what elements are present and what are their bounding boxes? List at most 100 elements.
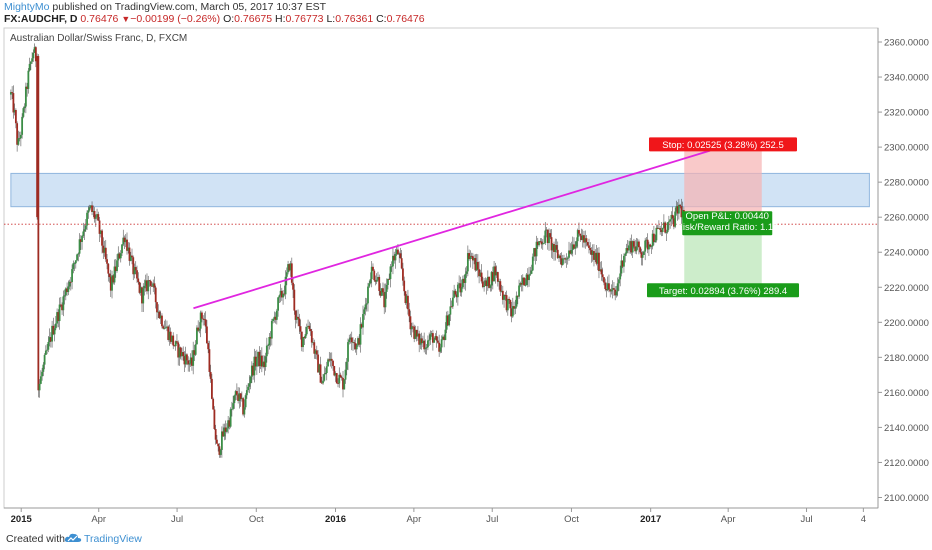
candle-body: [11, 92, 14, 94]
target-label: Target: 0.02894 (3.76%) 289.4: [647, 283, 800, 298]
chart-title: Australian Dollar/Swiss Franc, D, FXCM: [10, 33, 187, 44]
x-tick-label: 2015: [11, 514, 33, 525]
candle-body: [476, 261, 479, 270]
candle-body: [198, 328, 201, 331]
candle-body: [22, 108, 25, 117]
x-tick-label: Apr: [91, 514, 106, 525]
price-chart[interactable]: Stop: 0.02525 (3.28%) 252.5 Open P&L: 0.0…: [0, 26, 932, 528]
candle-body: [164, 327, 167, 329]
candle-body: [550, 237, 553, 251]
candle-body: [255, 358, 258, 367]
candle-body: [83, 229, 86, 232]
candle-body: [157, 311, 160, 313]
candle-body: [422, 340, 424, 344]
candle-body: [417, 333, 419, 337]
candle-body: [93, 210, 96, 219]
candle-body: [653, 233, 655, 243]
candle-body: [358, 338, 361, 345]
candle-body: [474, 258, 477, 271]
candle-body: [369, 279, 372, 284]
candle-body: [638, 241, 640, 248]
candle-body: [204, 319, 207, 327]
x-tick-label: 2016: [325, 514, 346, 525]
candle-body: [619, 273, 622, 280]
candle-body: [441, 336, 444, 340]
candle-body: [36, 56, 39, 218]
candle-body: [222, 431, 225, 437]
candle-body: [28, 63, 31, 71]
candle-body: [230, 408, 233, 410]
candle-body: [493, 266, 495, 282]
candle-body: [118, 253, 121, 259]
candle-body: [501, 290, 504, 300]
candle-body: [305, 327, 308, 335]
candle-body: [397, 249, 399, 255]
candle-body: [64, 288, 67, 296]
candle-body: [297, 316, 299, 319]
candle-body: [219, 449, 222, 455]
tradingview-brand-link[interactable]: TradingView: [84, 533, 142, 545]
candle-body: [372, 266, 374, 271]
candle-body: [42, 364, 45, 372]
candle-body: [147, 280, 150, 292]
candle-body: [196, 327, 198, 345]
candle-body: [153, 283, 156, 288]
candle-body: [458, 283, 461, 285]
y-tick-label: 2280.0000: [884, 178, 929, 189]
candle-body: [515, 295, 518, 307]
author-link[interactable]: MightyMo: [4, 1, 50, 13]
candle-body: [18, 138, 21, 139]
candle-body: [206, 326, 208, 344]
y-tick-label: 2320.0000: [884, 108, 929, 119]
candle-body: [360, 324, 363, 328]
candle-body: [389, 266, 392, 280]
candle-body: [16, 123, 19, 145]
candle-body: [471, 256, 474, 261]
candle-body: [43, 354, 46, 365]
candle-body: [600, 269, 603, 275]
candle-body: [218, 446, 221, 455]
candle-body: [549, 233, 552, 238]
candle-body: [330, 358, 333, 361]
x-tick-label: Apr: [721, 514, 736, 525]
candle-body: [13, 109, 16, 113]
candle-body: [293, 289, 296, 311]
candle-body: [269, 337, 272, 339]
candle-body: [478, 269, 481, 277]
candle-body: [134, 267, 137, 271]
candle-body: [446, 315, 449, 326]
x-tick-label: Jul: [486, 514, 498, 525]
candle-body: [563, 258, 565, 260]
candle-body: [193, 350, 196, 355]
candle-body: [508, 298, 510, 301]
candle-body: [679, 204, 682, 207]
candle-body: [186, 354, 188, 361]
candle-body: [394, 254, 397, 261]
candle-body: [102, 245, 105, 253]
candle-body: [675, 206, 678, 212]
candle-body: [404, 291, 407, 304]
y-tick-label: 2340.0000: [884, 73, 929, 84]
candle-body: [595, 252, 598, 264]
candle-body: [48, 337, 51, 343]
candle-body: [97, 214, 100, 221]
candle-body: [87, 210, 90, 213]
candle-body: [495, 272, 498, 276]
low-value: 0.76361: [335, 13, 374, 25]
candle-body: [494, 266, 497, 276]
candle-body: [584, 238, 587, 243]
x-tick-label: Oct: [564, 514, 579, 525]
candle-body: [239, 393, 242, 400]
candle-body: [275, 310, 278, 320]
candle-body: [514, 306, 517, 309]
candle-body: [252, 365, 255, 376]
candle-body: [143, 285, 146, 289]
candle-body: [159, 315, 162, 319]
candle-body: [639, 247, 642, 253]
y-tick-label: 2100.0000: [884, 493, 929, 504]
symbol-label[interactable]: FX:AUDCHF, D: [4, 13, 78, 25]
candle-body: [176, 341, 178, 343]
candle-body: [598, 252, 600, 272]
candle-body: [69, 281, 72, 283]
